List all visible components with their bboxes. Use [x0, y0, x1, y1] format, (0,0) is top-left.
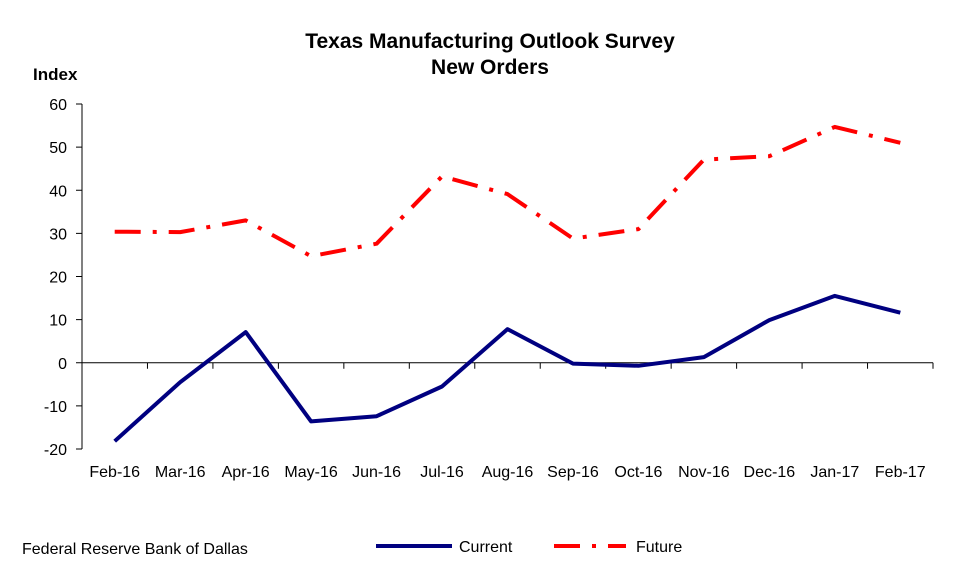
x-tick-label: Feb-16	[89, 464, 140, 481]
x-tick-label: Dec-16	[744, 464, 796, 481]
x-tick-label: Jul-16	[420, 464, 464, 481]
y-axis-title: Index	[33, 65, 78, 84]
source-note: Federal Reserve Bank of Dallas	[22, 541, 248, 558]
x-tick-label: Nov-16	[678, 464, 730, 481]
x-tick-label: Mar-16	[155, 464, 206, 481]
legend: Current Future	[376, 539, 682, 556]
series-line-current	[113, 293, 901, 443]
y-tick-label: -20	[44, 442, 67, 459]
axes: -20 -10 0 10 20 30 40 50 60 Feb-16 Mar-16 Apr-16 May…	[44, 97, 934, 481]
x-tick-label: Jun-16	[352, 464, 401, 481]
x-tick-label: Apr-16	[222, 464, 270, 481]
y-tick-label: 50	[49, 140, 67, 157]
x-tick-label: May-16	[284, 464, 337, 481]
chart-subtitle: New Orders	[431, 56, 549, 79]
x-tick-label: Oct-16	[614, 464, 662, 481]
y-tick-label: 0	[58, 356, 67, 373]
chart-title: Texas Manufacturing Outlook Survey	[305, 30, 675, 53]
y-tick-label: 60	[49, 97, 67, 114]
y-tick-label: 20	[49, 270, 67, 287]
legend-label-current: Current	[459, 539, 513, 556]
x-tick-label: Jan-17	[810, 464, 859, 481]
y-tick-label: 10	[49, 313, 67, 330]
x-tick-label: Aug-16	[482, 464, 534, 481]
x-tick-label: Sep-16	[547, 464, 599, 481]
legend-label-future: Future	[636, 539, 682, 556]
y-tick-label: -10	[44, 399, 67, 416]
series-line-future	[114, 124, 901, 259]
series-layer	[113, 124, 901, 443]
y-tick-label: 30	[49, 226, 67, 243]
x-tick-label: Feb-17	[875, 464, 926, 481]
y-tick-label: 40	[49, 183, 67, 200]
